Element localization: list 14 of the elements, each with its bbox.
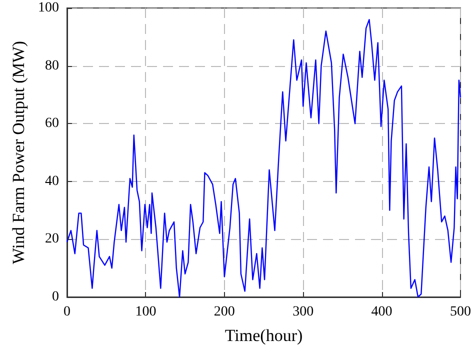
x-tick-label: 500 xyxy=(450,304,471,320)
y-tick-label: 20 xyxy=(45,232,59,247)
x-tick-label: 100 xyxy=(135,304,156,320)
y-tick-label: 80 xyxy=(45,58,59,74)
x-tick-label: 0 xyxy=(64,304,70,320)
x-tick-label: 200 xyxy=(214,304,235,320)
x-axis-title: Time(hour) xyxy=(224,326,303,345)
y-tick-label: 100 xyxy=(38,0,59,16)
x-tick-label: 400 xyxy=(371,304,392,320)
y-tick-label: 0 xyxy=(52,290,59,304)
x-tick-label: 300 xyxy=(292,304,314,320)
y-tick-label: 60 xyxy=(45,116,59,132)
y-tick-label: 40 xyxy=(45,174,59,189)
y-axis-title: Wind Farm Power Output (MW) xyxy=(9,40,28,264)
